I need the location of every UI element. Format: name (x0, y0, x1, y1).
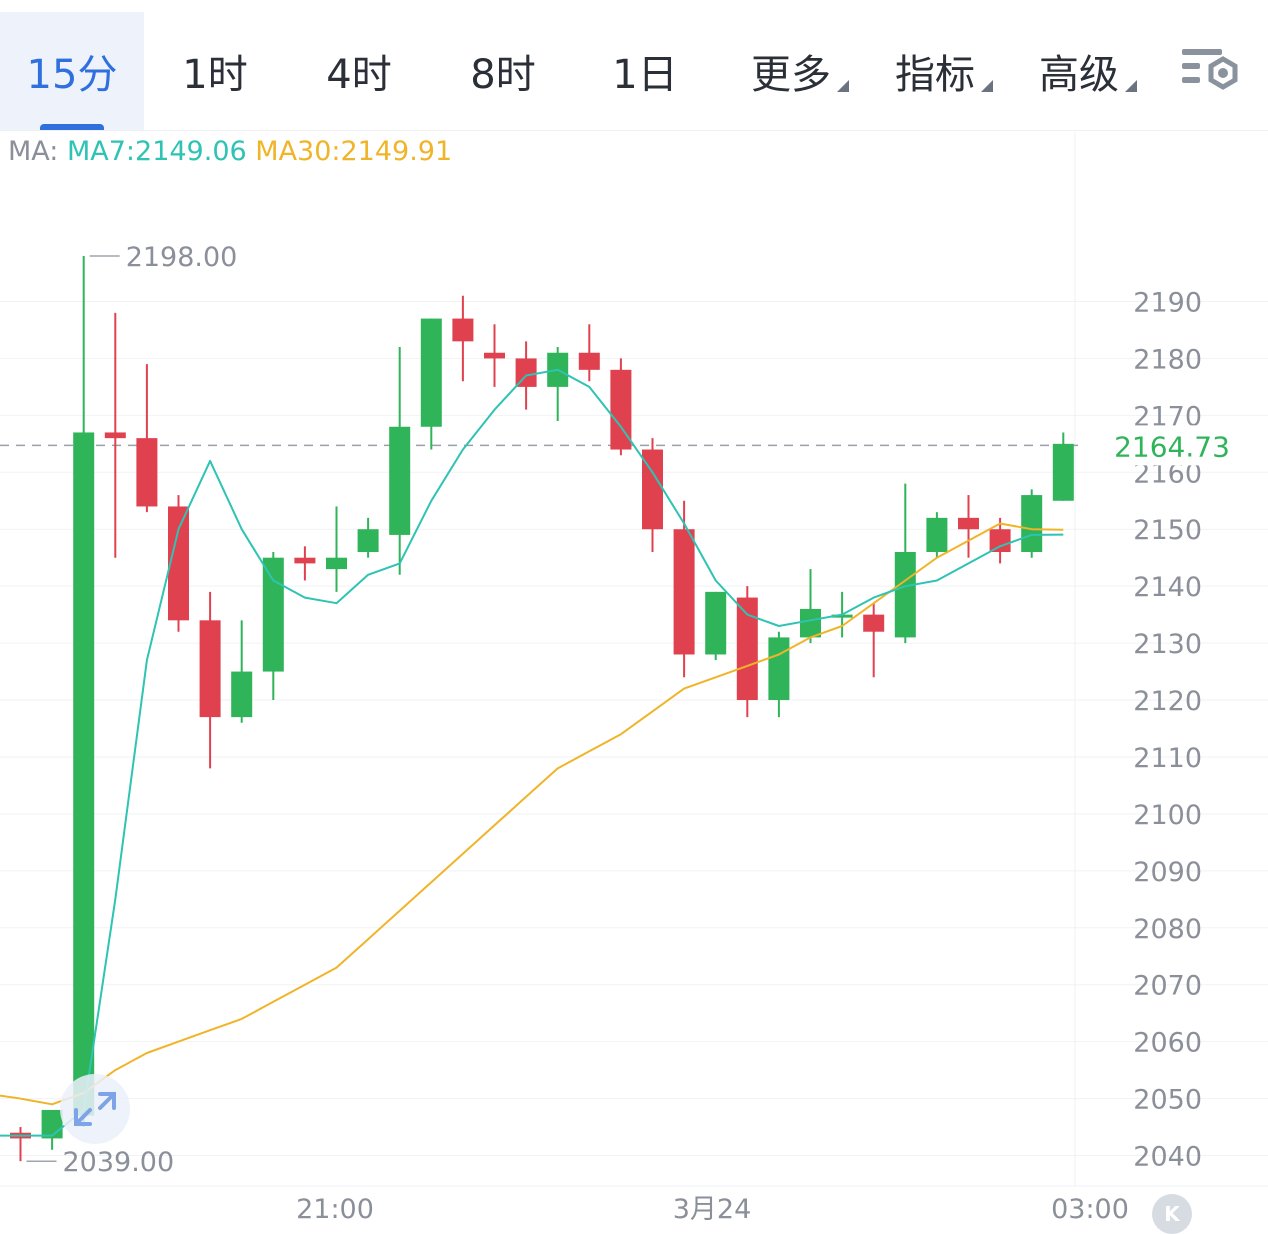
x-tick-label: 03:00 (1051, 1194, 1129, 1225)
tab-label: 15分 (26, 52, 118, 98)
chart-settings-icon[interactable] (1180, 45, 1240, 100)
k-line-toggle-button[interactable]: K (1152, 1194, 1192, 1234)
candle-down (673, 529, 695, 655)
tab-label: 8时 (470, 52, 536, 98)
candle-down (452, 318, 474, 342)
tab-4h[interactable]: 4时 (294, 12, 424, 130)
tab-label: 指标 (895, 52, 975, 98)
candle-up (1021, 495, 1043, 553)
candle-up (357, 529, 379, 553)
candle-down (989, 529, 1011, 553)
candle-up (831, 614, 853, 618)
tab-label: 1日 (612, 52, 678, 98)
y-tick-label: 2040 (1133, 1142, 1202, 1173)
tab-label: 高级 (1039, 52, 1119, 98)
candle-up (800, 608, 821, 638)
candle-down (168, 506, 189, 621)
ma-legend-label: MA: (8, 136, 59, 167)
y-tick-label: 2140 (1133, 572, 1202, 603)
candle-up (389, 426, 411, 535)
candle-down (136, 438, 158, 507)
y-tick-label: 2100 (1133, 800, 1202, 831)
high-marker-label: 2198.00 (126, 242, 238, 273)
candle-up (326, 557, 347, 570)
y-tick-label: 2050 (1133, 1085, 1202, 1116)
expand-chart-button[interactable] (60, 1074, 130, 1144)
current-price-label-bg (1078, 425, 1268, 466)
dropdown-caret-icon (981, 80, 993, 92)
tab-1d[interactable]: 1日 (580, 12, 710, 130)
ma7-value: MA7:2149.06 (66, 136, 247, 167)
candle-down (736, 597, 758, 701)
candle-up (73, 432, 95, 1116)
y-tick-label: 2090 (1133, 857, 1202, 888)
tab-advanced[interactable]: 高级 (1018, 12, 1158, 130)
ma-legend: MA: MA7:2149.06 MA30:2149.91 (8, 136, 452, 167)
y-tick-label: 2180 (1133, 344, 1202, 375)
candle-down (642, 449, 663, 530)
tab-8h[interactable]: 8时 (438, 12, 568, 130)
tab-1h[interactable]: 1时 (150, 12, 280, 130)
candle-down (104, 432, 126, 439)
y-tick-label: 2150 (1133, 515, 1202, 546)
dropdown-caret-icon (837, 80, 849, 92)
y-tick-label: 2190 (1133, 288, 1202, 319)
y-tick-label: 2130 (1133, 629, 1202, 660)
k-button-label: K (1164, 1202, 1180, 1226)
candle-down (199, 620, 221, 718)
candle-down (484, 352, 505, 359)
tab-more[interactable]: 更多 (730, 12, 870, 130)
interval-tab-bar: 15分 1时 4时 8时 1日 更多 指标 高级 (0, 0, 1268, 131)
tab-label: 4时 (326, 52, 392, 98)
candle-down (863, 614, 885, 632)
current-price-label: 2164.73 (1114, 430, 1230, 463)
y-tick-label: 2110 (1133, 743, 1202, 774)
candle-down (294, 557, 316, 564)
candle-up (894, 552, 916, 638)
candle-down (958, 517, 979, 530)
ma30-value: MA30:2149.91 (255, 136, 453, 167)
tab-label: 1时 (182, 52, 248, 98)
ma30-line-lead (0, 1094, 21, 1100)
x-tick-label: 3月24 (673, 1194, 752, 1225)
x-tick-label: 21:00 (296, 1194, 374, 1225)
ma7-line (20, 368, 1064, 1137)
candle-up (768, 637, 790, 701)
candle-up (262, 557, 284, 672)
candle-up (926, 517, 948, 553)
candle-up (705, 591, 727, 655)
candle-down (578, 352, 600, 370)
low-marker-label: 2039.00 (63, 1147, 175, 1178)
tab-indicators[interactable]: 指标 (874, 12, 1014, 130)
y-tick-label: 2120 (1133, 686, 1202, 717)
expand-arrows-icon (74, 1092, 116, 1126)
y-tick-label: 2080 (1133, 914, 1202, 945)
candle-up (1052, 443, 1074, 501)
tab-label: 更多 (751, 52, 831, 98)
y-tick-label: 2060 (1133, 1028, 1202, 1059)
y-tick-label: 2070 (1133, 971, 1202, 1002)
candle-down (610, 369, 632, 450)
candle-up (231, 671, 253, 718)
dropdown-caret-icon (1125, 80, 1137, 92)
candle-up (420, 318, 442, 427)
active-tab-indicator (40, 124, 104, 130)
tab-15min[interactable]: 15分 (0, 12, 144, 130)
